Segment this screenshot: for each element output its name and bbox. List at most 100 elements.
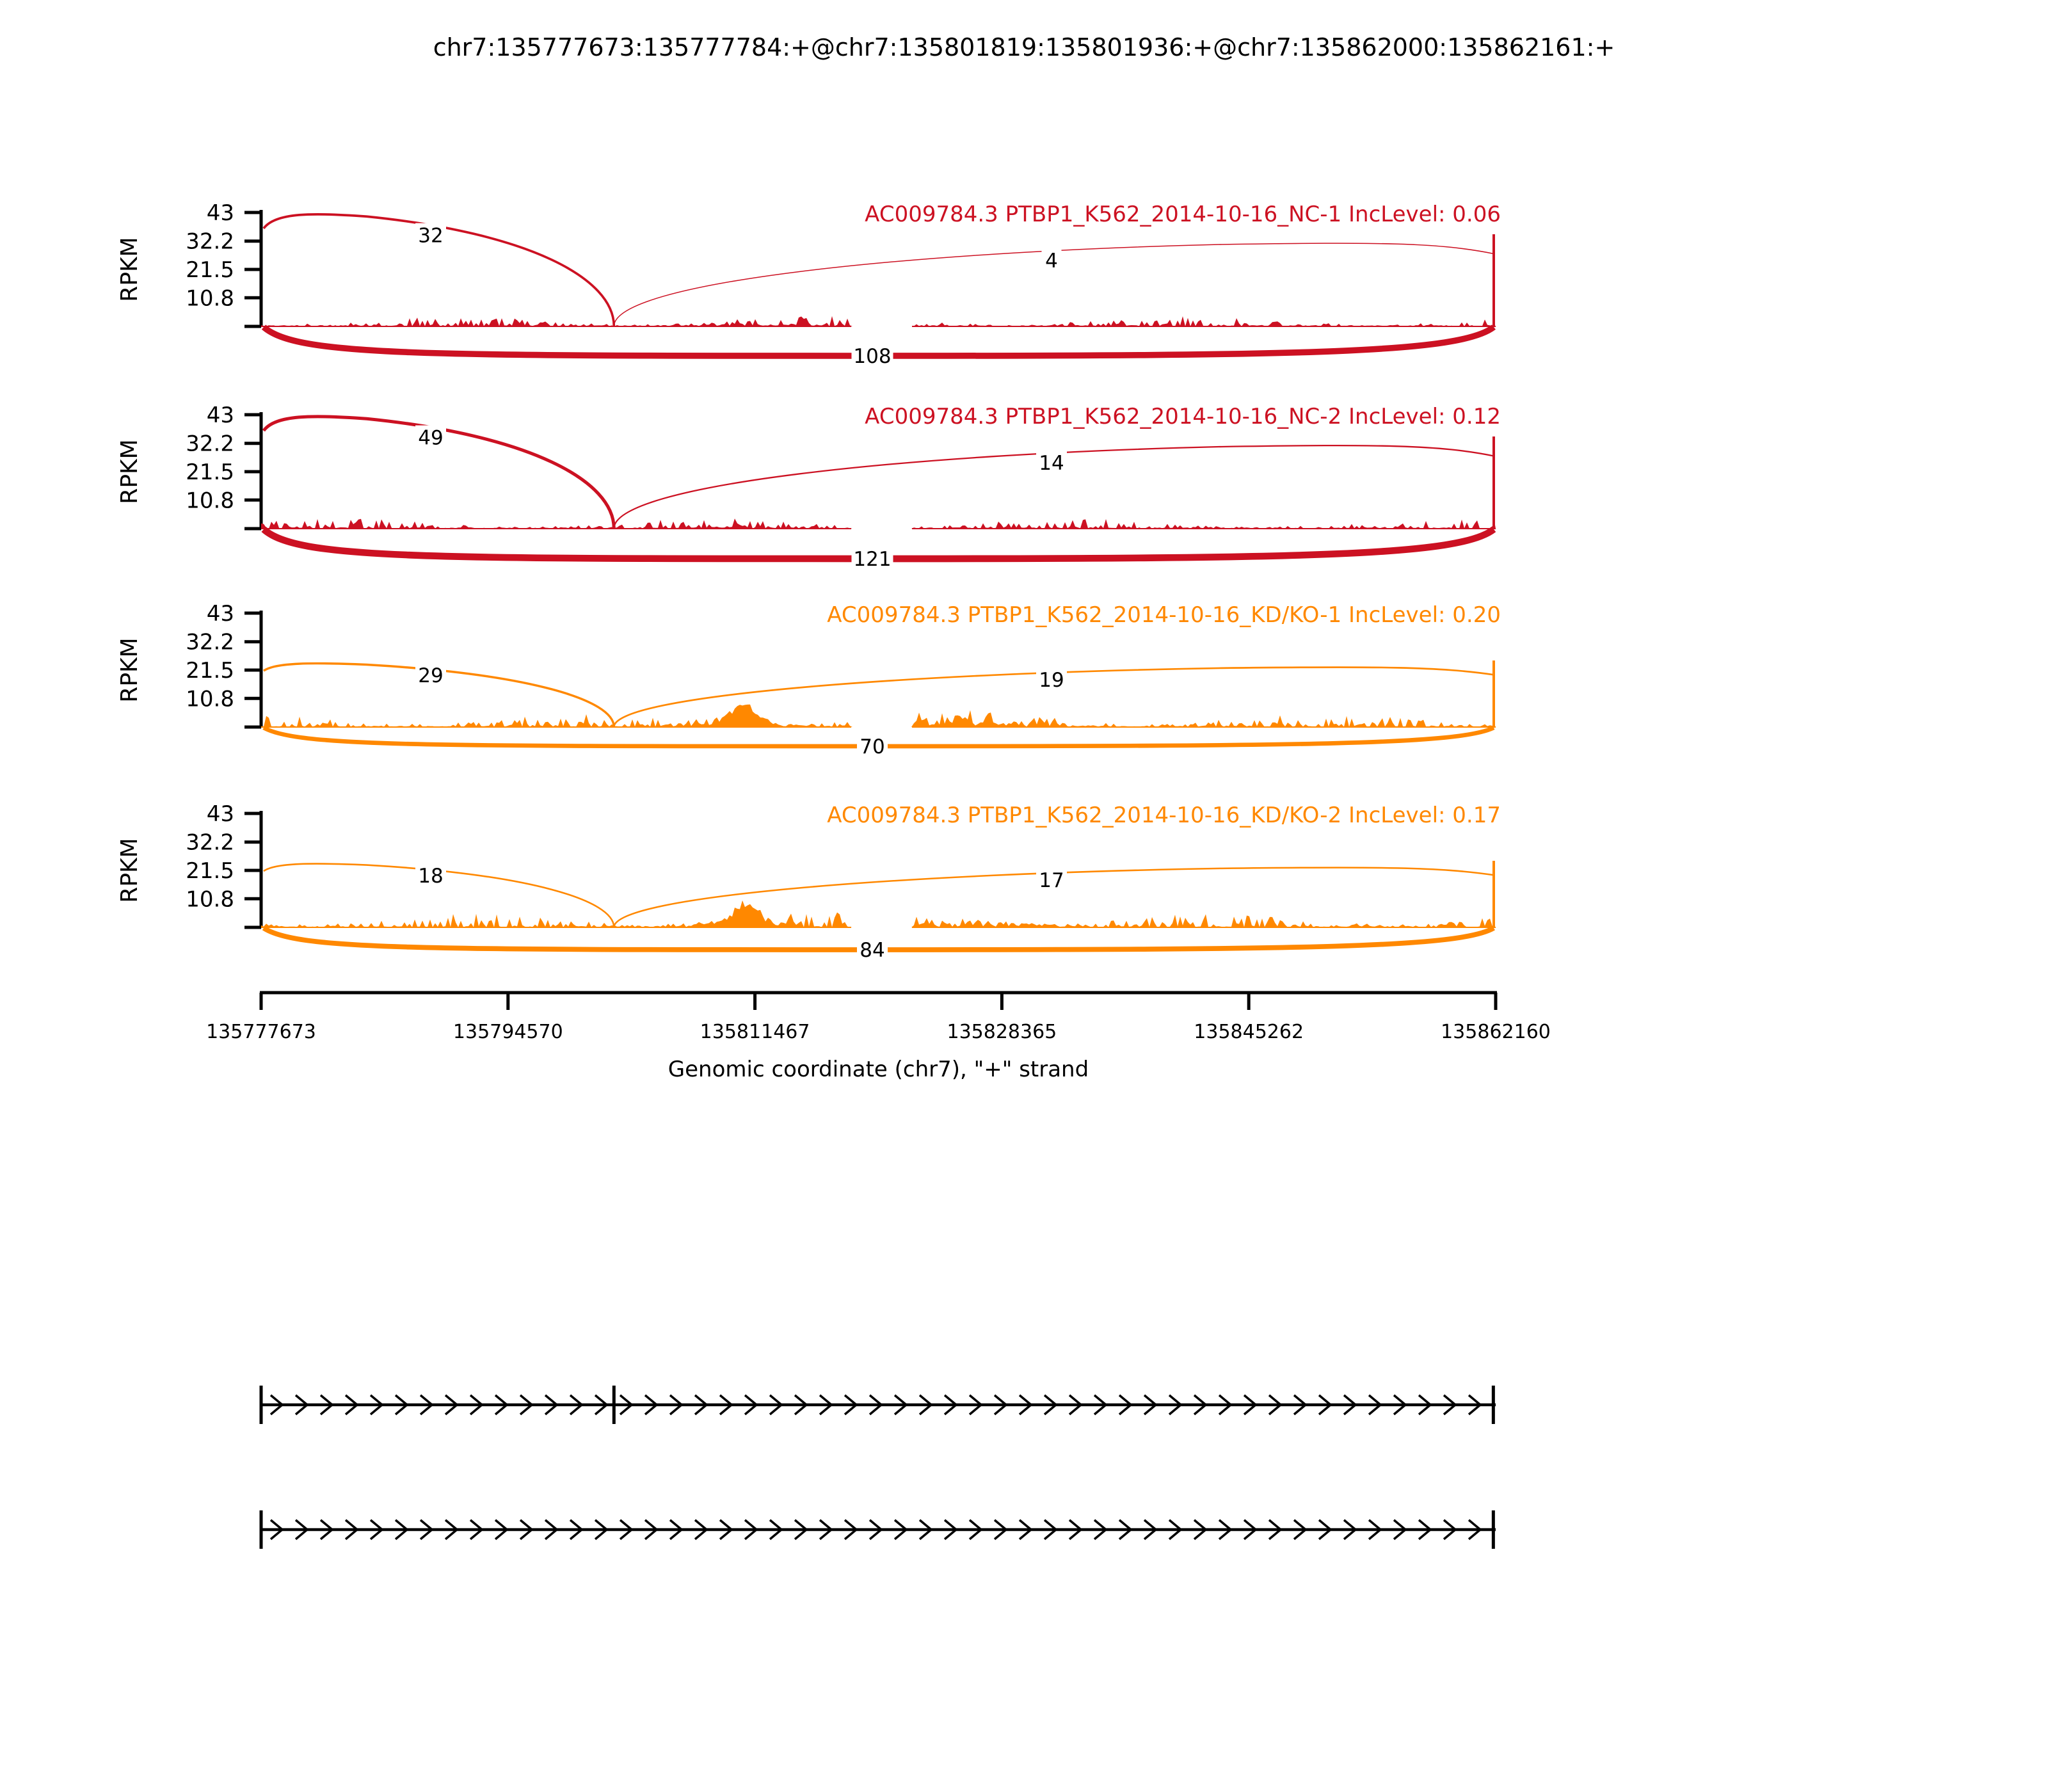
junction-count-inclusion-right: 4 [1045, 250, 1058, 273]
chevron-right-icon [294, 1519, 309, 1540]
chevron-right-icon [794, 1519, 808, 1540]
x-tick-label: 135828365 [947, 1021, 1057, 1043]
track-title: AC009784.3 PTBP1_K562_2014-10-16_KD/KO-1… [827, 602, 1501, 628]
junction-count-inclusion-right: 17 [1039, 869, 1064, 892]
chevron-right-icon [644, 1519, 659, 1540]
chevron-right-icon [469, 1394, 484, 1416]
chevron-right-icon [1218, 1519, 1233, 1540]
chevron-right-icon [844, 1394, 858, 1416]
junction-count-inclusion-left: 29 [418, 664, 443, 687]
chevron-right-icon [1068, 1519, 1083, 1540]
junction-count-inclusion-left: 18 [418, 865, 443, 888]
x-tick-label: 135777673 [206, 1021, 316, 1043]
junction-label-gap [1036, 667, 1067, 692]
transcript-inclusion-isoform [259, 1386, 1496, 1424]
chevron-right-icon [719, 1519, 733, 1540]
y-tick-label: 10.8 [186, 886, 234, 912]
y-tick-label: 43 [207, 801, 234, 827]
chevron-right-icon [444, 1394, 459, 1416]
chevron-right-icon [1393, 1394, 1407, 1416]
chevron-right-icon [469, 1519, 484, 1540]
chevron-right-icon [1168, 1519, 1183, 1540]
junction-count-inclusion-left: 49 [418, 427, 443, 450]
junction-label-gap [851, 344, 893, 368]
junction-label-gap [1036, 451, 1067, 476]
y-tick-label: 10.8 [186, 488, 234, 513]
chevron-right-icon [544, 1394, 559, 1416]
transcript-skipping-isoform [259, 1510, 1496, 1549]
track-4: 43 32.221.510.8 RPKM 18 17 84 AC009784.3 PTBP1… [116, 801, 1501, 962]
chevron-right-icon [269, 1394, 284, 1416]
y-tick-label: 32.2 [186, 630, 234, 655]
chevron-right-icon [993, 1394, 1008, 1416]
track-2: 43 32.2 21.5 10.8 RPKM 49 14 121 AC009784.3 PTBP… [116, 403, 1501, 571]
chevron-right-icon [893, 1519, 908, 1540]
chevron-right-icon [1443, 1394, 1457, 1416]
y-tick-label: 21.5 [186, 858, 234, 884]
coverage-area [261, 704, 1496, 727]
chevron-right-icon [918, 1519, 933, 1540]
rpkm-axis-label: RPKM [116, 439, 143, 504]
chevron-right-icon [1468, 1519, 1482, 1540]
rpkm-axis-label: RPKM [116, 838, 143, 902]
chevron-right-icon [1018, 1394, 1033, 1416]
rpkm-axis-label: RPKM [116, 237, 143, 301]
strand-direction-arrows [269, 1394, 1482, 1416]
chevron-right-icon [819, 1519, 833, 1540]
junction-count-skipping: 108 [853, 345, 891, 368]
chevron-right-icon [1368, 1519, 1382, 1540]
chevron-right-icon [1468, 1394, 1482, 1416]
chevron-right-icon [1243, 1394, 1258, 1416]
chevron-right-icon [1268, 1519, 1283, 1540]
junction-count-skipping: 121 [853, 548, 891, 571]
chevron-right-icon [1043, 1519, 1058, 1540]
chevron-right-icon [1293, 1394, 1308, 1416]
track-3: 43 32.2 21.510.8 RPKM 29 19 70 AC009784.3 PTBP1… [116, 601, 1501, 758]
chevron-right-icon [444, 1519, 459, 1540]
chevron-right-icon [1093, 1394, 1108, 1416]
y-tick-label: 21.5 [186, 658, 234, 684]
y-tick-label: 21.5 [186, 460, 234, 485]
chevron-right-icon [968, 1519, 983, 1540]
x-axis: 135777673 135794570 135811467 135828365 1358… [206, 991, 1551, 1082]
chevron-right-icon [1018, 1519, 1033, 1540]
chevron-right-icon [1093, 1519, 1108, 1540]
chevron-right-icon [619, 1394, 634, 1416]
chevron-right-icon [294, 1394, 309, 1416]
track-1: 43 32.221.510.8 RPKM 32 4 108 AC009784.3 PTBP1… [116, 200, 1501, 368]
chevron-right-icon [744, 1394, 758, 1416]
chevron-right-icon [1193, 1394, 1208, 1416]
track-title: AC009784.3 PTBP1_K562_2014-10-16_NC-1 In… [865, 202, 1501, 227]
y-tick-label: 10.8 [186, 686, 234, 712]
chevron-right-icon [1393, 1519, 1407, 1540]
y-tick-label: 43 [207, 403, 234, 428]
x-tick-label: 135811467 [700, 1021, 810, 1043]
chevron-right-icon [669, 1394, 684, 1416]
chevron-right-icon [1068, 1394, 1083, 1416]
chevron-right-icon [844, 1519, 858, 1540]
coverage-area [261, 900, 1496, 927]
chevron-right-icon [1218, 1394, 1233, 1416]
junction-count-inclusion-right: 14 [1039, 452, 1064, 475]
chevron-right-icon [594, 1394, 609, 1416]
junction-arc-inclusion-right [613, 867, 1494, 928]
chevron-right-icon [394, 1519, 409, 1540]
junction-label-gap [415, 223, 446, 248]
rpkm-axis-label: RPKM [116, 637, 143, 702]
chevron-right-icon [569, 1394, 584, 1416]
coverage-area [261, 518, 1496, 529]
coverage-area [261, 316, 1496, 326]
chevron-right-icon [619, 1519, 634, 1540]
chevron-right-icon [1118, 1519, 1133, 1540]
chevron-right-icon [1168, 1394, 1183, 1416]
y-tick-label: 32.2 [186, 431, 234, 457]
chevron-right-icon [1418, 1394, 1432, 1416]
chevron-right-icon [1043, 1394, 1058, 1416]
chevron-right-icon [669, 1519, 684, 1540]
chevron-right-icon [694, 1394, 708, 1416]
chevron-right-icon [744, 1519, 758, 1540]
chevron-right-icon [968, 1394, 983, 1416]
junction-count-skipping: 70 [860, 735, 884, 758]
junction-arc-inclusion-right [612, 666, 1494, 728]
